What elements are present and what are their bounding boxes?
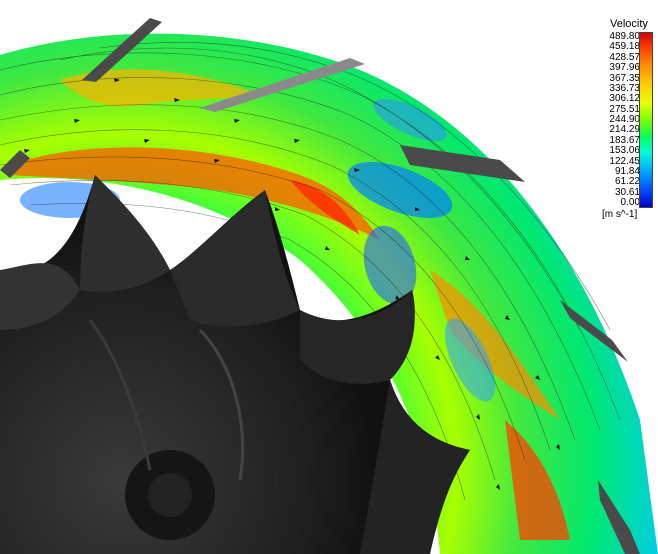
low-velocity-region	[363, 225, 417, 305]
velocity-legend: Velocity 489.80 459.18 428.57 397.96 367.35 3…	[602, 18, 658, 220]
diffuser-vane	[400, 145, 525, 182]
diffuser-vane	[200, 58, 365, 112]
legend-tick-label: 183.67	[609, 134, 640, 146]
high-velocity-region	[290, 180, 360, 235]
low-velocity-region	[444, 318, 496, 402]
legend-tick-label: 61.22	[614, 176, 640, 188]
legend-tick-label: 91.84	[614, 165, 640, 177]
legend-tick-label: 0.00	[620, 197, 640, 208]
legend-tick-label: 122.45	[609, 155, 640, 167]
legend-tick-label: 214.29	[609, 124, 640, 136]
impeller-blade	[170, 190, 300, 327]
diffuser-vane	[598, 480, 640, 554]
diffuser-vane	[82, 18, 162, 82]
color-scale-bar	[639, 32, 653, 208]
legend-tick-label: 30.61	[614, 186, 640, 198]
velocity-arrows	[24, 78, 560, 490]
legend-tick-label: 367.35	[609, 72, 640, 84]
impeller-blade	[300, 290, 415, 384]
legend-tick-label: 306.12	[609, 93, 640, 105]
legend-tick-label: 244.90	[609, 114, 640, 125]
high-velocity-region	[505, 420, 570, 540]
legend-unit: [m s^-1]	[602, 209, 638, 220]
legend-tick-label: 275.51	[609, 103, 640, 115]
diffuser-vanes	[0, 18, 640, 554]
legend-tick-label: 153.06	[609, 145, 640, 157]
impeller	[0, 175, 470, 554]
high-velocity-region	[10, 147, 380, 240]
legend-tick-label: 459.18	[609, 41, 640, 53]
low-velocity-region	[347, 162, 453, 218]
impeller-blade	[360, 380, 470, 554]
legend-tick-label: 428.57	[609, 51, 640, 63]
diffuser-vane	[0, 150, 30, 178]
legend-tick-label: 489.80	[609, 31, 640, 42]
high-velocity-region	[430, 270, 560, 420]
diffuser-vane	[560, 300, 628, 362]
impeller-blade	[0, 263, 80, 330]
legend-title: Velocity	[610, 18, 648, 30]
legend-tick-label: 397.96	[609, 62, 640, 74]
legend-tick-label: 336.73	[609, 82, 640, 94]
low-velocity-region	[373, 98, 447, 142]
legend-tick-labels: 489.80 459.18 428.57 397.96 367.35 336.73 306.…	[606, 32, 640, 208]
impeller-blade	[80, 175, 170, 292]
